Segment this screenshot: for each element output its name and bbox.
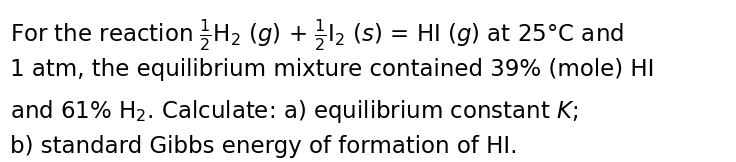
Text: 1 atm, the equilibrium mixture contained 39% (mole) HI: 1 atm, the equilibrium mixture contained… xyxy=(10,58,654,81)
Text: and 61% H$_2$. Calculate: a) equilibrium constant $K$;: and 61% H$_2$. Calculate: a) equilibrium… xyxy=(10,98,578,125)
Text: For the reaction $\frac{1}{2}$H$_2$ ($g$) + $\frac{1}{2}$I$_2$ ($s$) = HI ($g$) : For the reaction $\frac{1}{2}$H$_2$ ($g$… xyxy=(10,18,624,53)
Text: b) standard Gibbs energy of formation of HI.: b) standard Gibbs energy of formation of… xyxy=(10,135,517,158)
